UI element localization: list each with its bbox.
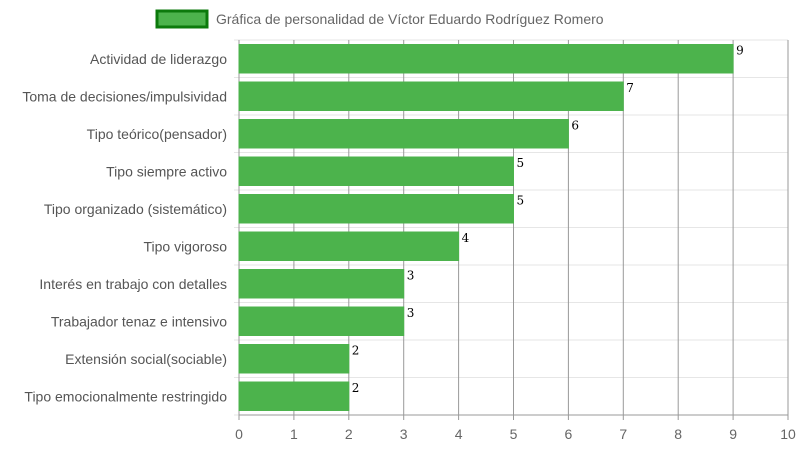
x-tick-label: 5 — [510, 426, 518, 442]
category-label: Tipo organizado (sistemático) — [44, 201, 227, 217]
bar[interactable] — [238, 119, 569, 149]
bar[interactable] — [238, 44, 734, 74]
bar-group — [238, 44, 734, 411]
category-label: Interés en trabajo con detalles — [39, 276, 227, 292]
legend-swatch — [155, 9, 209, 29]
category-axis: Actividad de liderazgo Toma de decisiones… — [22, 51, 227, 405]
value-label: 3 — [407, 306, 415, 320]
x-tick-label: 8 — [674, 426, 682, 442]
bar[interactable] — [238, 231, 460, 261]
x-tick-label: 2 — [345, 426, 353, 442]
value-label: 7 — [626, 81, 634, 95]
value-label: 5 — [517, 194, 525, 208]
category-label: Tipo teórico(pensador) — [87, 126, 227, 142]
category-label: Extensión social(sociable) — [65, 351, 227, 367]
x-tick-label: 9 — [729, 426, 737, 442]
value-label: 5 — [517, 156, 525, 170]
value-label: 4 — [462, 231, 470, 245]
x-tick-label: 1 — [290, 426, 298, 442]
value-label: 3 — [407, 269, 415, 283]
category-label: Actividad de liderazgo — [90, 51, 227, 67]
bar[interactable] — [238, 81, 624, 111]
legend-label: Gráfica de personalidad de Víctor Eduard… — [216, 11, 604, 27]
x-tick-label: 6 — [565, 426, 573, 442]
x-tick-label: 3 — [400, 426, 408, 442]
bar[interactable] — [238, 306, 405, 336]
x-tick-label: 7 — [619, 426, 627, 442]
value-label: 9 — [736, 44, 744, 58]
bar[interactable] — [238, 156, 514, 186]
value-label: 2 — [352, 381, 360, 395]
category-label: Tipo vigoroso — [143, 238, 227, 254]
bar[interactable] — [238, 381, 350, 411]
chart-legend[interactable]: Gráfica de personalidad de Víctor Eduard… — [155, 9, 604, 29]
value-label: 6 — [571, 119, 579, 133]
x-tick-label: 10 — [780, 426, 796, 442]
x-tick-label: 0 — [235, 426, 243, 442]
x-tick-label: 4 — [455, 426, 463, 442]
category-label: Trabajador tenaz e intensivo — [51, 313, 227, 329]
value-axis: 0 1 2 3 4 5 6 7 8 9 10 — [235, 426, 796, 442]
bar[interactable] — [238, 344, 350, 374]
value-label: 2 — [352, 344, 360, 358]
data-labels: 9 7 6 5 5 4 3 3 2 2 — [352, 44, 744, 396]
category-label: Tipo siempre activo — [106, 163, 227, 179]
category-label: Tipo emocionalmente restringido — [24, 388, 227, 404]
category-label: Toma de decisiones/impulsividad — [22, 88, 227, 104]
bar[interactable] — [238, 269, 405, 299]
bar[interactable] — [238, 194, 514, 224]
